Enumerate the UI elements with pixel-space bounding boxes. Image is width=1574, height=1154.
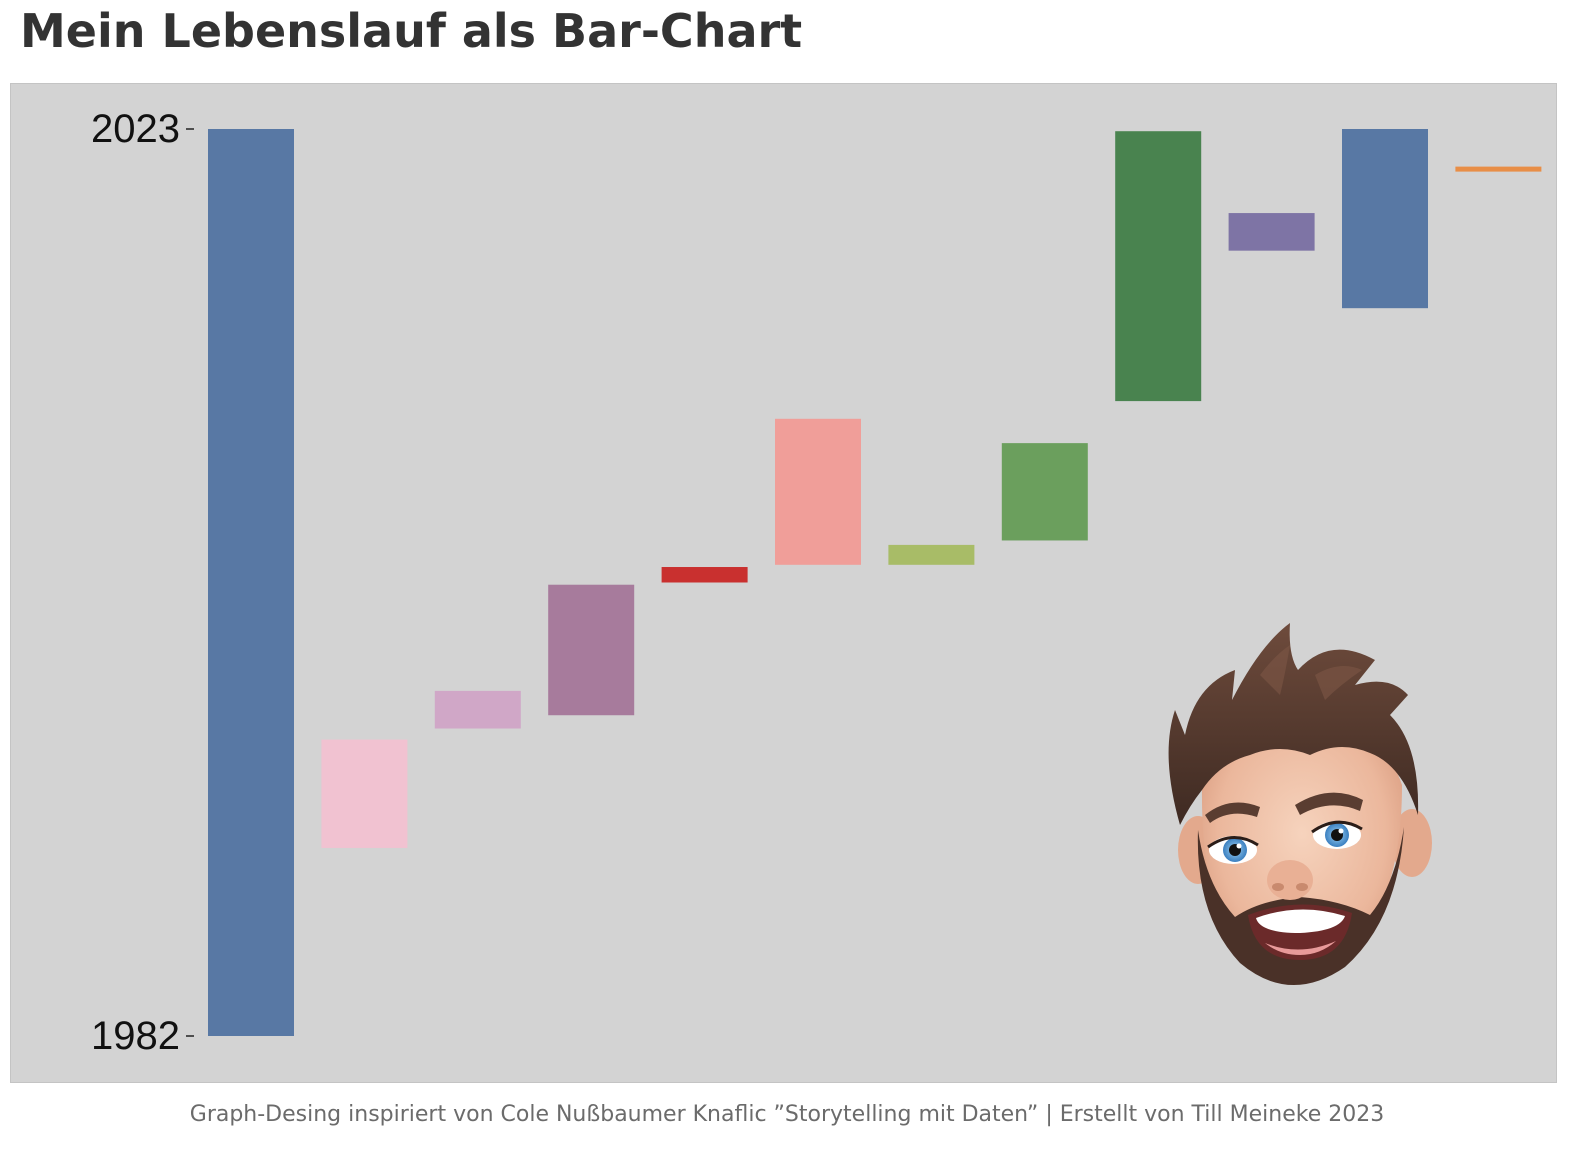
- y-tick-label-1982: 1982: [91, 1014, 180, 1058]
- bar-3: [434, 690, 521, 729]
- y-tick-label-2023: 2023: [91, 107, 180, 151]
- bar-12: [1455, 166, 1542, 172]
- y-axis: 2023 1982: [91, 107, 194, 1058]
- memoji-avatar-icon: [1140, 615, 1440, 1005]
- footer-credit: Graph-Desing inspiriert von Cole Nußbaum…: [189, 1102, 1385, 1127]
- bar-7: [888, 544, 975, 565]
- bar-9: [1115, 131, 1202, 402]
- chart-title: Mein Lebenslauf als Bar-Chart: [20, 4, 803, 58]
- bar-5: [661, 567, 748, 583]
- bar-2: [321, 739, 408, 848]
- bar-11: [1342, 129, 1428, 309]
- bar-10: [1228, 213, 1315, 251]
- bar-8: [1001, 443, 1088, 541]
- bar-4: [548, 584, 635, 716]
- bar-1: [208, 129, 294, 1036]
- bar-6: [775, 418, 861, 565]
- bars: [208, 129, 1542, 1036]
